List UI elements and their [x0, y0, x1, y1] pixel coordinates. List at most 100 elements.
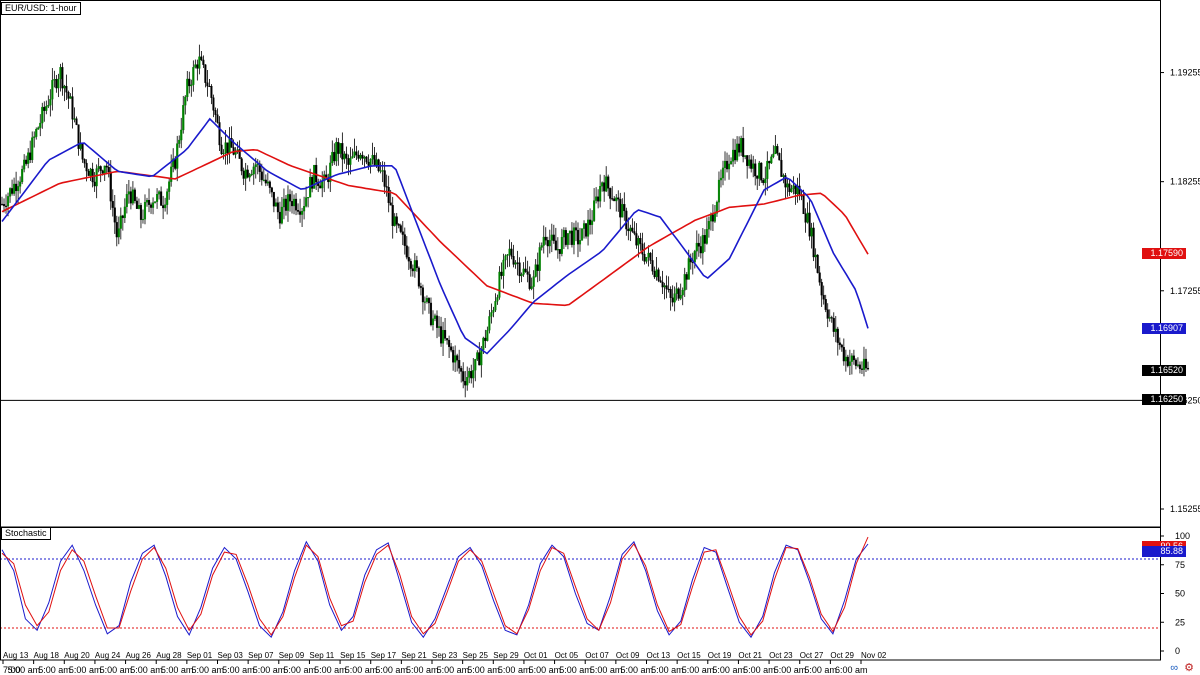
time-tick-date: Sep 15: [340, 651, 366, 660]
candle-down: [61, 67, 64, 89]
candle-down: [174, 158, 177, 169]
candle-down: [2, 204, 6, 207]
candle-up: [701, 235, 704, 254]
candle-down: [15, 183, 18, 192]
candle-down: [43, 106, 46, 111]
candles-group: [0, 44, 870, 398]
candle-up: [764, 178, 767, 184]
candle-down: [768, 160, 771, 164]
candle-up: [532, 276, 535, 287]
candle-down: [754, 163, 757, 177]
toolbar-icons[interactable]: ∞ ⚙: [1167, 662, 1194, 674]
candle-up: [222, 152, 225, 155]
candle-down: [685, 274, 688, 280]
candle-down: [210, 86, 213, 98]
candle-down: [238, 149, 241, 159]
candle-up: [615, 197, 618, 202]
candle-down: [643, 253, 646, 262]
candle-down: [212, 97, 215, 111]
candle-down: [135, 200, 138, 209]
candle-down: [355, 151, 358, 156]
candle-down: [617, 197, 620, 200]
candle-down: [401, 231, 404, 235]
stochastic-tick-label: 75: [1175, 560, 1185, 570]
candle-down: [452, 350, 455, 363]
candle-up: [198, 56, 201, 69]
candle-up: [792, 185, 795, 189]
candle-down: [206, 82, 209, 87]
candle-down: [611, 198, 614, 200]
candle-down: [383, 170, 386, 187]
candle-up: [145, 200, 149, 203]
candle-up: [248, 174, 251, 178]
price-tick-label: 1.17255: [1170, 286, 1200, 296]
time-tick-time: 5:00 am: [314, 665, 347, 675]
candle-up: [192, 67, 195, 85]
candle-down: [558, 249, 561, 254]
candle-down: [470, 370, 473, 379]
candle-down: [528, 274, 531, 289]
candle-down: [294, 198, 298, 211]
candle-down: [836, 328, 839, 343]
candle-up: [186, 78, 189, 98]
candle-up: [95, 168, 98, 187]
candle-up: [262, 179, 265, 181]
time-tick-date: Sep 17: [371, 651, 397, 660]
time-tick-time: 7:00: [3, 665, 21, 675]
candle-up: [57, 78, 60, 89]
candle-down: [139, 205, 143, 220]
candle-up: [655, 269, 658, 278]
candle-up: [184, 96, 187, 106]
candle-up: [566, 233, 569, 245]
candle-up: [280, 206, 283, 224]
candle-up: [53, 79, 56, 81]
time-tick-date: Aug 20: [64, 651, 90, 660]
candle-down: [196, 64, 199, 69]
candle-up: [705, 229, 708, 244]
candle-up: [164, 204, 167, 209]
candle-up: [482, 337, 485, 351]
candle-up: [774, 146, 777, 155]
time-tick-date: Sep 03: [218, 651, 244, 660]
candle-up: [534, 264, 537, 277]
candle-up: [717, 179, 721, 203]
candle-down: [111, 201, 114, 208]
stochastic-panel: 100 75 50 25 0: [0, 531, 1190, 656]
moving-averages-group: [1, 117, 869, 355]
candle-down: [794, 185, 797, 195]
link-icon[interactable]: ∞: [1170, 662, 1179, 674]
candle-up: [578, 240, 582, 245]
candle-up: [228, 138, 231, 154]
candle-down: [399, 225, 402, 232]
candle-up: [194, 64, 197, 68]
time-tick-date: Oct 21: [738, 651, 762, 660]
settings-icon[interactable]: ⚙: [1184, 662, 1194, 674]
time-tick-time: 5:00 am: [406, 665, 439, 675]
candle-up: [486, 330, 489, 341]
candle-down: [812, 227, 815, 258]
price-tick-label: 1.19255: [1170, 68, 1200, 78]
candle-down: [65, 85, 68, 93]
candle-down: [820, 282, 823, 296]
candle-down: [699, 246, 702, 254]
candle-up: [593, 200, 596, 221]
stochastic-tick-label: 0: [1175, 646, 1180, 656]
candle-up: [540, 245, 543, 248]
candle-up: [492, 309, 495, 313]
candle-down: [345, 153, 348, 159]
candle-down: [516, 262, 519, 264]
candle-down: [657, 269, 660, 281]
time-tick-date: Oct 29: [830, 651, 854, 660]
candle-down: [750, 159, 753, 169]
candle-down: [788, 183, 791, 193]
candle-down: [633, 231, 636, 234]
candle-up: [303, 206, 306, 212]
candle-down: [607, 176, 610, 189]
candle-up: [433, 315, 437, 319]
time-tick-date: Oct 27: [800, 651, 824, 660]
price-tick-label: 1.18255: [1170, 177, 1200, 187]
candle-up: [375, 159, 378, 165]
candle-down: [738, 143, 741, 153]
candle-down: [832, 318, 835, 332]
candle-up: [371, 155, 374, 160]
